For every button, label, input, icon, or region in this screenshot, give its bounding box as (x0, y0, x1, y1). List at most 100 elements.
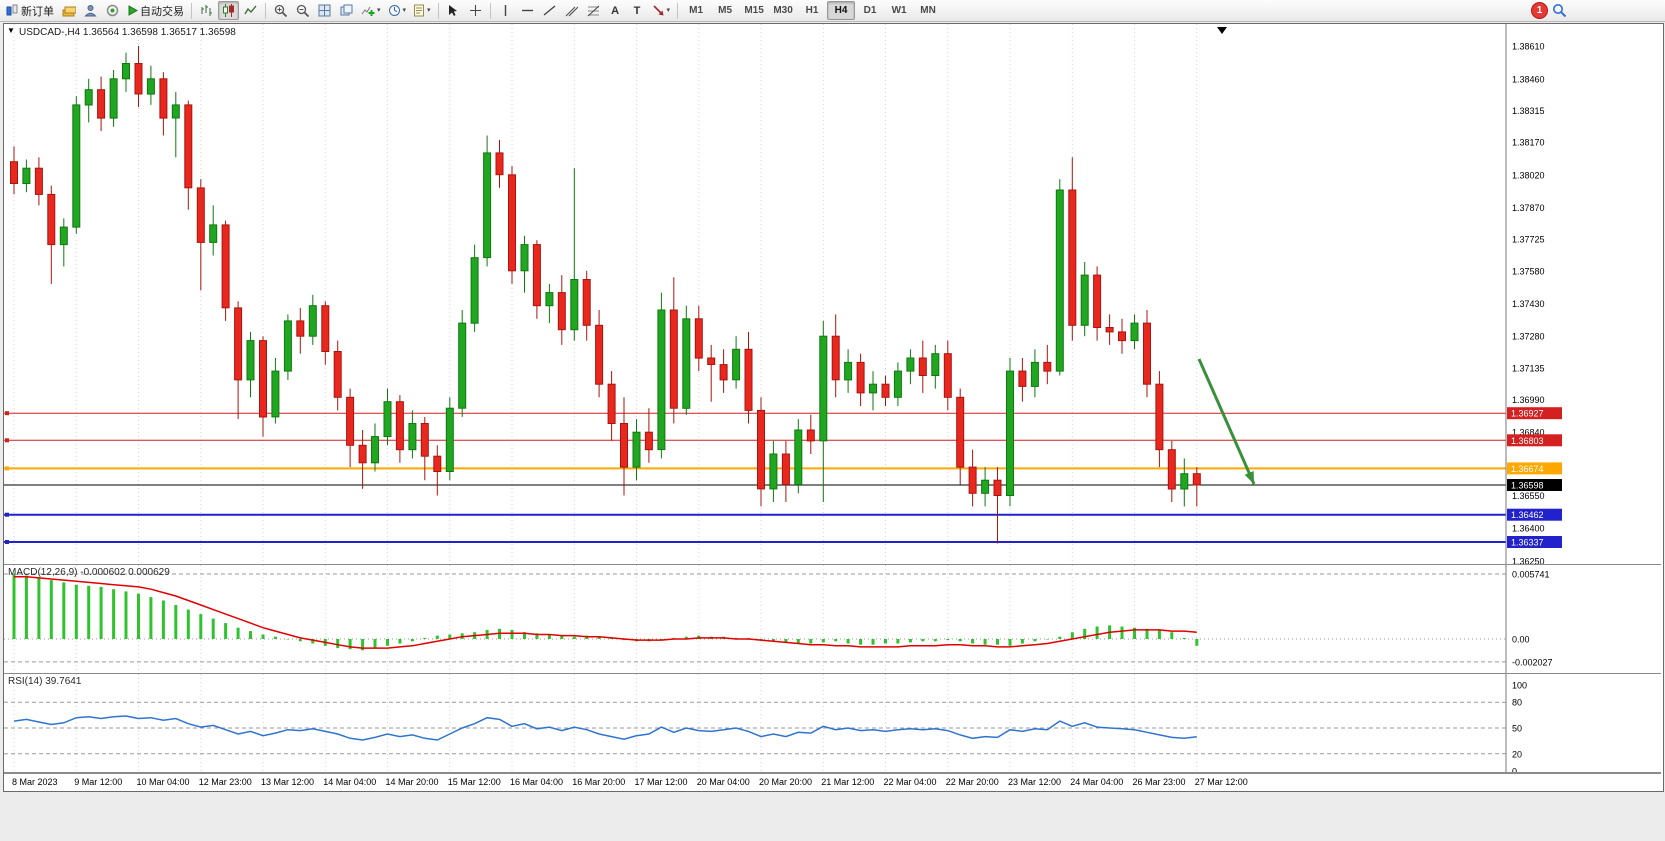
channel-button[interactable] (561, 1, 582, 20)
time-label: 9 Mar 12:00 (74, 777, 123, 787)
time-label: 16 Mar 20:00 (572, 777, 626, 787)
svg-text:1.36674: 1.36674 (1511, 464, 1544, 474)
cursor-button[interactable] (443, 1, 464, 20)
search-icon[interactable] (1552, 3, 1567, 18)
dropdown-caret-icon: ▾ (666, 7, 671, 14)
svg-text:1.37725: 1.37725 (1512, 235, 1545, 245)
dropdown-caret-icon: ▾ (377, 7, 381, 14)
time-label: 14 Mar 20:00 (385, 777, 439, 787)
new-order-button[interactable]: 新订单 (3, 1, 57, 20)
auto-trading-label: 自动交易 (140, 5, 184, 18)
cursor-icon (449, 5, 458, 16)
chart-window[interactable]: ▼ USDCAD-,H4 1.36564 1.36598 1.36517 1.3… (3, 23, 1664, 792)
main-toolbar: 新订单 自动交易 (0, 0, 1665, 22)
time-label: 12 Mar 23:00 (198, 777, 252, 787)
svg-text:1.38020: 1.38020 (1512, 170, 1545, 180)
time-label: 24 Mar 04:00 (1070, 777, 1124, 787)
bar-chart-icon (201, 5, 212, 16)
horizontal-line-icon (521, 9, 533, 12)
time-label: 8 Mar 2023 (12, 777, 58, 787)
dropdown-caret-icon: ▾ (427, 7, 431, 14)
svg-text:1.37870: 1.37870 (1512, 203, 1545, 213)
timeframe-toolbar: M1 M5 M15 M30 H1 H4 D1 W1 MN (682, 1, 942, 20)
line-chart-button[interactable] (240, 1, 261, 20)
timeframe-d1-button[interactable]: D1 (863, 5, 877, 16)
toolbar-separator (191, 2, 192, 19)
vertical-line-button[interactable] (495, 1, 516, 20)
svg-text:1.36598: 1.36598 (1511, 481, 1544, 491)
pane-divider[interactable] (4, 564, 1661, 565)
zoom-out-icon (296, 4, 309, 17)
label-button[interactable]: T (627, 1, 648, 20)
tile-windows-button[interactable] (314, 1, 335, 20)
cascade-windows-button[interactable] (336, 1, 357, 20)
refresh-icon (106, 4, 119, 17)
svg-text:1.36550: 1.36550 (1512, 491, 1545, 501)
time-label: 20 Mar 20:00 (759, 777, 813, 787)
refresh-button[interactable] (102, 1, 123, 20)
fibonacci-button[interactable] (583, 1, 604, 20)
toolbar-right-group: 1 (1531, 2, 1567, 19)
time-label: 13 Mar 12:00 (261, 777, 315, 787)
crosshair-button[interactable] (465, 1, 486, 20)
svg-text:1.37135: 1.37135 (1512, 363, 1545, 373)
toolbar-separator (437, 2, 439, 19)
svg-text:0.00: 0.00 (1512, 635, 1530, 645)
price-pane[interactable]: 1.38610 1.38460 1.38315 1.38170 1.38020 1.378… (4, 24, 1661, 564)
svg-text:1.36337: 1.36337 (1511, 538, 1544, 548)
candlestick-chart-button[interactable] (218, 1, 239, 20)
time-axis[interactable]: 8 Mar 2023 9 Mar 12:00 10 Mar 04:00 12 Mar … (4, 773, 1661, 791)
profiles-button[interactable] (80, 1, 101, 20)
templates-button[interactable]: ▾ (410, 1, 434, 20)
svg-text:1.37580: 1.37580 (1512, 266, 1545, 276)
svg-text:1.36990: 1.36990 (1512, 395, 1545, 405)
svg-text:1.38610: 1.38610 (1512, 42, 1545, 52)
new-chart-button[interactable] (58, 1, 79, 20)
svg-text:1.36400: 1.36400 (1512, 524, 1545, 534)
macd-pane[interactable]: MACD(12,26,9) -0.000602 0.000629 0.00574… (4, 565, 1661, 673)
zoom-out-button[interactable] (292, 1, 313, 20)
timeframe-h4-button[interactable]: H4 (827, 1, 856, 20)
macd-chart[interactable]: 0.005741 0.00 -0.002027 (4, 565, 1661, 673)
text-button[interactable]: A (605, 1, 626, 20)
time-label: 16 Mar 04:00 (510, 777, 564, 787)
rsi-chart[interactable]: 100 80 50 20 0 (4, 674, 1661, 772)
new-order-icon (6, 4, 18, 16)
trendline-button[interactable] (539, 1, 560, 20)
bar-chart-button[interactable] (196, 1, 217, 20)
time-label: 17 Mar 12:00 (634, 777, 688, 787)
shapes-button[interactable]: ▾ (649, 1, 674, 20)
horizontal-line-button[interactable] (517, 1, 538, 20)
pane-divider[interactable] (4, 673, 1661, 674)
chart-corner-marker-icon: ▼ (7, 26, 15, 35)
zoom-in-button[interactable] (270, 1, 291, 20)
auto-trading-button[interactable]: 自动交易 (124, 1, 187, 20)
zoom-in-icon (274, 4, 287, 17)
timeframe-mn-button[interactable]: MN (920, 5, 936, 16)
timeframe-m15-button[interactable]: M15 (744, 5, 764, 16)
svg-text:1.36803: 1.36803 (1511, 436, 1544, 446)
svg-text:1.37280: 1.37280 (1512, 332, 1545, 342)
svg-text:1.38170: 1.38170 (1512, 138, 1545, 148)
macd-label: MACD(12,26,9) -0.000602 0.000629 (8, 567, 170, 578)
timeframe-w1-button[interactable]: W1 (891, 5, 907, 16)
toolbar-separator (265, 2, 266, 19)
rsi-label: RSI(14) 39.7641 (8, 676, 82, 687)
candlestick-chart[interactable]: 1.38610 1.38460 1.38315 1.38170 1.38020 1.378… (4, 24, 1661, 564)
timeframe-m1-button[interactable]: M1 (689, 5, 704, 16)
periods-button[interactable]: ▾ (385, 1, 410, 20)
notification-badge[interactable]: 1 (1531, 2, 1548, 19)
pane-divider[interactable] (4, 772, 1661, 773)
timeframe-h1-button[interactable]: H1 (805, 5, 819, 16)
timeframe-m30-button[interactable]: M30 (773, 5, 793, 16)
svg-text:100: 100 (1512, 681, 1527, 691)
clock-icon (388, 5, 400, 16)
toolbar-separator (489, 2, 491, 19)
svg-text:1.36250: 1.36250 (1512, 556, 1545, 564)
svg-text:1.36840: 1.36840 (1512, 428, 1545, 438)
indicators-button[interactable]: ▾ (358, 1, 384, 20)
dropdown-caret-icon: ▾ (402, 7, 407, 14)
timeframe-m5-button[interactable]: M5 (718, 5, 733, 16)
rsi-pane[interactable]: RSI(14) 39.7641 100 80 50 20 0 (4, 674, 1661, 772)
